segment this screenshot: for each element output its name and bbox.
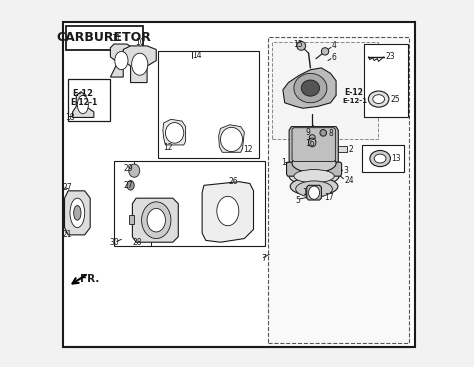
Ellipse shape [129,164,140,177]
Polygon shape [132,198,178,242]
Text: 12: 12 [244,145,253,154]
Text: 27: 27 [63,183,73,192]
Ellipse shape [132,53,148,75]
Text: 14: 14 [192,51,202,60]
Text: 13: 13 [391,154,401,163]
Ellipse shape [165,123,184,143]
Ellipse shape [294,73,327,103]
Ellipse shape [310,135,315,141]
Ellipse shape [294,170,334,183]
Text: 9: 9 [306,128,310,137]
Text: CARBURETOR: CARBURETOR [57,31,152,44]
Polygon shape [163,119,186,145]
Ellipse shape [309,138,316,147]
Text: 1: 1 [302,188,307,197]
Text: 23: 23 [386,52,395,61]
Ellipse shape [309,186,319,199]
Polygon shape [283,68,336,108]
Bar [364,44,408,117]
Ellipse shape [374,154,386,163]
Text: FR.: FR. [80,274,99,284]
Ellipse shape [294,145,334,167]
Ellipse shape [147,208,165,232]
Text: 18: 18 [65,113,75,122]
Ellipse shape [220,127,243,152]
Polygon shape [219,125,244,152]
Bar [272,42,378,139]
Bar [268,37,410,343]
Text: 3: 3 [344,166,348,175]
Ellipse shape [373,95,384,103]
Polygon shape [289,127,338,163]
Polygon shape [202,182,254,242]
Text: 29: 29 [123,164,133,172]
Polygon shape [123,46,156,83]
Ellipse shape [321,48,329,55]
Ellipse shape [289,167,339,185]
Text: 16: 16 [306,139,315,148]
Text: 4: 4 [332,41,337,50]
Ellipse shape [297,41,306,50]
Text: 17: 17 [324,193,334,202]
Bar [68,79,110,121]
Polygon shape [64,191,90,235]
Ellipse shape [115,51,128,70]
Bar [63,22,415,347]
Text: 6: 6 [332,53,337,62]
Text: 12: 12 [163,143,173,152]
Text: 5: 5 [296,196,301,204]
Text: 1: 1 [281,158,286,167]
Ellipse shape [292,154,336,172]
Bar [338,146,347,152]
Text: 10: 10 [135,38,145,47]
Ellipse shape [296,181,332,197]
Polygon shape [110,44,132,77]
Text: 26: 26 [228,177,238,186]
Text: 21: 21 [63,230,72,239]
Bar [362,145,404,172]
Ellipse shape [301,80,319,96]
Text: 25: 25 [391,95,400,103]
Bar [158,51,259,158]
Bar [114,161,264,246]
Text: 30: 30 [109,239,119,247]
Ellipse shape [320,130,327,136]
Ellipse shape [217,196,239,226]
Text: 28: 28 [132,239,142,247]
Text: 24: 24 [344,176,354,185]
Ellipse shape [70,198,85,228]
Ellipse shape [127,181,134,190]
Text: 7: 7 [261,254,266,263]
Text: 8: 8 [329,130,334,138]
Polygon shape [292,128,336,161]
Text: 2: 2 [348,145,353,153]
Text: 15: 15 [293,40,302,49]
Polygon shape [73,92,94,117]
Text: E-12-1: E-12-1 [343,98,368,104]
Ellipse shape [77,95,88,114]
Text: E-12-1: E-12-1 [70,98,98,107]
Text: E-12: E-12 [345,88,364,97]
Ellipse shape [290,177,338,196]
Polygon shape [287,162,342,176]
Text: 27: 27 [123,181,133,190]
Bar [65,26,143,50]
Ellipse shape [370,150,391,167]
Text: 11: 11 [111,34,120,43]
Ellipse shape [73,206,81,220]
Polygon shape [307,185,321,200]
Ellipse shape [142,202,171,239]
Bar [129,215,134,224]
Text: E-12: E-12 [73,89,93,98]
Ellipse shape [368,91,389,107]
